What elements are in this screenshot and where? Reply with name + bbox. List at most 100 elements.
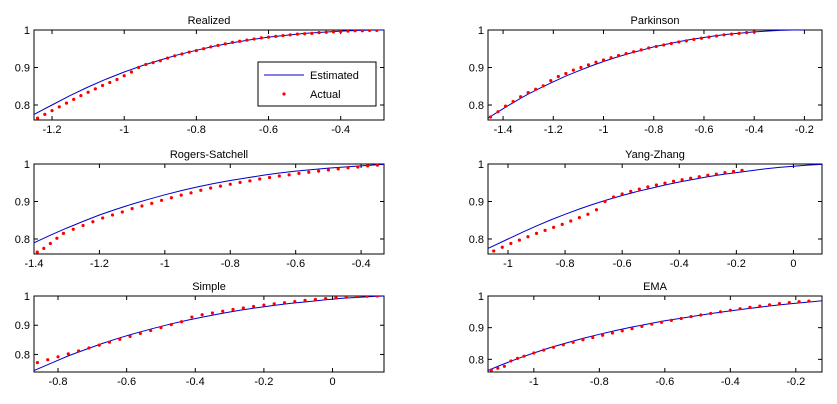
data-point-actual <box>42 246 46 250</box>
data-point-actual <box>752 30 756 34</box>
data-point-actual <box>787 301 791 305</box>
x-tick-label: -1.2 <box>90 258 109 270</box>
data-point-actual <box>581 338 585 342</box>
data-point-actual <box>248 179 252 183</box>
data-point-actual <box>71 227 75 231</box>
legend: Estimated Actual <box>257 61 377 107</box>
data-point-actual <box>616 53 621 58</box>
x-tick-label: -0.4 <box>352 258 371 270</box>
x-tick-label: 0 <box>790 258 796 270</box>
x-tick-label: -0.8 <box>590 376 609 388</box>
y-tick-label: 0.8 <box>469 234 484 246</box>
x-tick-label: -0.4 <box>186 376 205 388</box>
chart-title: Parkinson <box>631 15 680 27</box>
series-group <box>34 164 384 254</box>
data-point-actual <box>601 58 606 62</box>
data-point-actual <box>677 40 681 44</box>
data-point-actual <box>115 77 119 82</box>
y-tick-label: 0.8 <box>469 354 484 366</box>
data-point-actual <box>272 302 276 306</box>
data-point-actual <box>339 30 343 34</box>
data-point-actual <box>241 306 245 310</box>
data-point-actual <box>526 91 530 95</box>
data-point-actual <box>223 42 227 46</box>
x-tick-label: -1 <box>503 258 513 270</box>
data-point-actual <box>509 241 513 246</box>
data-point-actual <box>603 199 607 204</box>
series-group <box>488 30 805 119</box>
data-point-actual <box>194 49 198 53</box>
data-point-actual <box>740 168 744 172</box>
x-tick-label: -0.6 <box>694 124 713 136</box>
data-point-actual <box>745 31 749 35</box>
chart-panel-5: EMA -1 -0.8 -0.6 -0.4 -0.2 0.8 0.9 1 <box>469 281 823 388</box>
data-point-actual <box>797 300 801 304</box>
data-point-actual <box>511 100 515 104</box>
data-point-actual <box>714 172 718 176</box>
data-point-actual <box>267 175 272 180</box>
data-point-actual <box>526 235 530 239</box>
data-point-actual <box>532 351 536 355</box>
data-point-actual <box>723 171 727 175</box>
y-tick-label: 0.9 <box>15 320 30 332</box>
chart-panel-0: Realized -1.2 -1 -0.8 -0.6 -0.4 0.8 0.9 1 Estimat… <box>15 15 385 136</box>
x-tick-label: -1.4 <box>25 258 44 270</box>
data-point-actual <box>646 185 650 189</box>
chart-title: Simple <box>192 281 226 293</box>
x-tick-label: -1 <box>160 258 170 270</box>
data-point-actual <box>549 79 553 83</box>
data-point-actual <box>375 296 379 298</box>
chart-title: Realized <box>188 15 231 27</box>
data-point-actual <box>709 311 713 316</box>
data-point-actual <box>101 216 105 220</box>
data-point-actual <box>669 318 673 322</box>
data-point-actual <box>221 309 225 313</box>
data-point-actual <box>295 32 300 36</box>
data-point-actual <box>729 32 734 36</box>
data-point-actual <box>624 52 628 56</box>
series-line-estimated <box>488 300 822 371</box>
data-point-actual <box>654 183 659 187</box>
x-tick-label: -0.6 <box>613 258 632 270</box>
data-point-actual <box>707 35 711 39</box>
data-point-actual <box>130 207 134 211</box>
data-point-actual <box>91 220 95 224</box>
data-point-actual <box>669 41 673 46</box>
data-point-actual <box>534 87 538 91</box>
y-tick-label: 0.8 <box>15 349 30 361</box>
x-tick-label: -0.4 <box>721 376 740 388</box>
data-point-actual <box>659 320 664 324</box>
data-point-actual <box>334 296 338 300</box>
data-point-actual <box>488 115 493 119</box>
data-point-actual <box>187 50 191 54</box>
y-tick-label: 0.9 <box>469 63 484 75</box>
data-point-actual <box>738 307 742 311</box>
data-point-actual <box>87 346 91 350</box>
data-point-actual <box>551 345 556 349</box>
x-tick-label: -0.8 <box>49 376 68 388</box>
data-point-actual <box>515 356 520 360</box>
data-point-actual <box>706 173 710 177</box>
data-point-actual <box>48 241 52 246</box>
data-point-actual <box>218 184 223 188</box>
data-point-actual <box>697 175 701 179</box>
data-point-actual <box>620 192 624 196</box>
data-point-actual <box>210 311 215 315</box>
data-point-actual <box>346 30 350 33</box>
data-point-actual <box>282 301 287 305</box>
data-point-actual <box>137 65 141 70</box>
y-tick-label: 0.8 <box>469 100 484 112</box>
data-point-actual <box>118 337 122 341</box>
data-point-actual <box>72 97 76 101</box>
data-point-actual <box>238 39 242 43</box>
plot-area <box>487 29 823 121</box>
data-point-actual <box>56 355 60 359</box>
data-point-actual <box>331 30 336 34</box>
data-point-actual <box>679 316 683 321</box>
data-point-actual <box>586 212 590 216</box>
series-line-estimated <box>34 296 384 371</box>
data-point-actual <box>346 166 350 170</box>
data-point-actual <box>662 43 666 47</box>
data-point-actual <box>620 329 624 333</box>
data-point-actual <box>189 191 193 195</box>
